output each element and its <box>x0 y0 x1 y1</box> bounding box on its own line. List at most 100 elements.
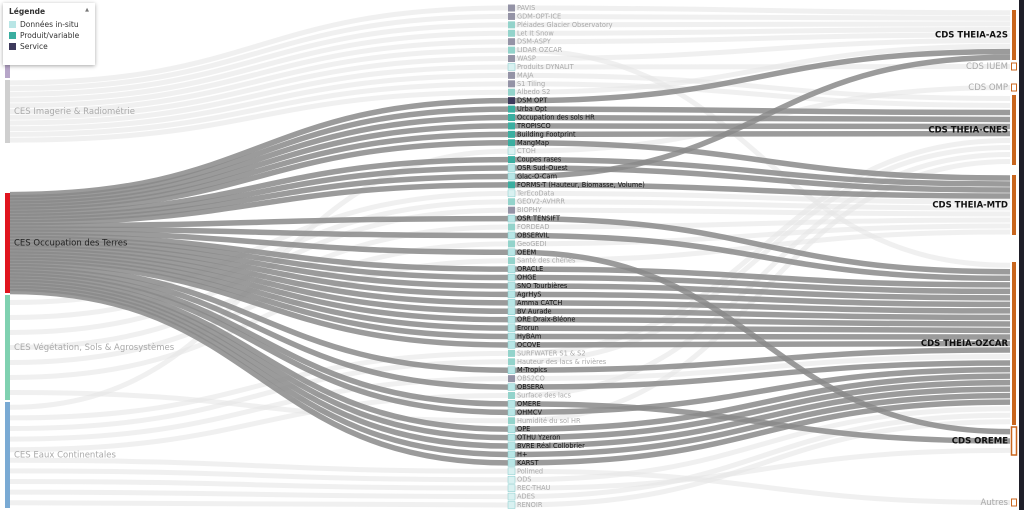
link <box>9 182 509 226</box>
middle-node-label: ODS <box>517 476 531 484</box>
legend-label: Produit/variable <box>20 31 80 40</box>
middle-node-label: CTOH <box>517 147 536 155</box>
middle-node-label: Hauteur des lacs & rivières <box>517 358 607 366</box>
link <box>9 254 509 331</box>
link <box>514 223 1011 247</box>
middle-node <box>508 240 515 248</box>
link <box>9 123 509 207</box>
middle-node <box>508 21 515 29</box>
link <box>514 379 1011 441</box>
middle-node <box>507 425 516 433</box>
middle-node-label: SNO Tourbières <box>517 282 568 290</box>
middle-node <box>507 147 516 155</box>
middle-node-label: OPE <box>517 425 530 433</box>
link <box>9 260 509 348</box>
middle-node <box>508 122 515 130</box>
middle-node-label: OBSERVIL <box>517 231 550 239</box>
middle-node-label: OBS2CO <box>517 375 545 383</box>
link <box>514 347 1011 373</box>
middle-node-label: OMERE <box>517 400 541 408</box>
middle-node-label: Pléiades Glacier Observatory <box>517 21 613 29</box>
link <box>514 72 1011 101</box>
link <box>9 273 509 416</box>
link <box>9 244 509 306</box>
middle-node <box>507 433 516 442</box>
middle-node <box>508 114 515 122</box>
middle-node-label: BV Aurade <box>517 307 552 315</box>
middle-node <box>508 46 515 54</box>
middle-node <box>508 12 515 20</box>
link <box>514 360 1011 390</box>
link <box>9 226 509 239</box>
link <box>9 165 509 220</box>
middle-node-label: LIDAR OZCAR <box>517 46 563 54</box>
middle-node <box>507 307 516 316</box>
middle-node <box>507 475 516 484</box>
collapse-icon[interactable]: ▲ <box>85 7 89 13</box>
scrollbar <box>1019 0 1024 510</box>
middle-node <box>507 442 516 450</box>
link <box>514 468 1011 505</box>
link <box>514 26 1011 36</box>
link <box>9 215 509 229</box>
middle-node-label: Glac-O-Cam <box>517 172 557 180</box>
right-node-bar <box>1012 262 1016 425</box>
link <box>514 325 1011 334</box>
right-node-box <box>1011 83 1017 92</box>
link <box>9 276 509 432</box>
middle-node-label: PAVIS <box>517 4 535 12</box>
middle-node <box>508 391 515 399</box>
middle-node-label: Amma CATCH <box>517 299 562 307</box>
middle-node-label: Building Footprint <box>517 130 576 138</box>
legend-swatch <box>9 43 16 50</box>
legend-swatch <box>9 21 16 28</box>
link <box>514 217 1011 230</box>
middle-node-label: SURFWATER S1 & S2 <box>517 349 586 357</box>
middle-node <box>507 459 516 467</box>
middle-node-label: TerEcoData <box>516 189 554 197</box>
middle-node <box>507 164 516 172</box>
link <box>514 215 1011 275</box>
middle-node <box>508 417 515 425</box>
middle-node <box>508 257 515 265</box>
middle-node <box>508 4 515 12</box>
middle-node <box>508 130 515 138</box>
left-node-bar <box>5 295 10 400</box>
link <box>9 56 509 120</box>
middle-node-label: BVRE Réal Collobrier <box>517 442 585 450</box>
left-node-bar <box>5 193 10 293</box>
middle-node <box>507 324 516 332</box>
middle-node <box>508 156 515 164</box>
middle-node <box>507 248 516 257</box>
middle-node <box>507 290 516 299</box>
middle-node-label: Urba Opt <box>517 105 547 113</box>
left-node-bar <box>5 402 10 508</box>
link <box>9 288 509 466</box>
middle-node <box>508 139 515 147</box>
link <box>9 251 509 323</box>
link <box>9 468 509 483</box>
middle-node-label: Occupation des sols HR <box>517 114 595 122</box>
link <box>9 72 509 132</box>
middle-node <box>508 349 515 357</box>
middle-node-label: TROPISCO <box>516 122 551 130</box>
legend-item: Service <box>9 42 89 51</box>
middle-node-label: MAJA <box>517 71 534 79</box>
middle-node-label: FORMS-T (Hauteur, Biomasse, Volume) <box>517 181 645 189</box>
link <box>514 54 1011 180</box>
right-node-label: CDS THEIA-CNES <box>928 126 1008 136</box>
link <box>9 489 509 500</box>
middle-node <box>508 375 515 383</box>
middle-node <box>507 273 516 282</box>
right-node-box <box>1011 62 1017 71</box>
middle-node-label: GEOV2-AVHRR <box>517 198 565 206</box>
middle-node <box>508 206 515 214</box>
middle-node-label: Polimed <box>517 467 543 475</box>
middle-node-label: Coupes rases <box>517 156 562 164</box>
right-node-box <box>1010 426 1018 456</box>
link <box>514 140 1011 181</box>
link <box>514 232 1011 282</box>
legend-label: Service <box>20 42 48 51</box>
link <box>514 399 1011 466</box>
link <box>9 238 509 289</box>
